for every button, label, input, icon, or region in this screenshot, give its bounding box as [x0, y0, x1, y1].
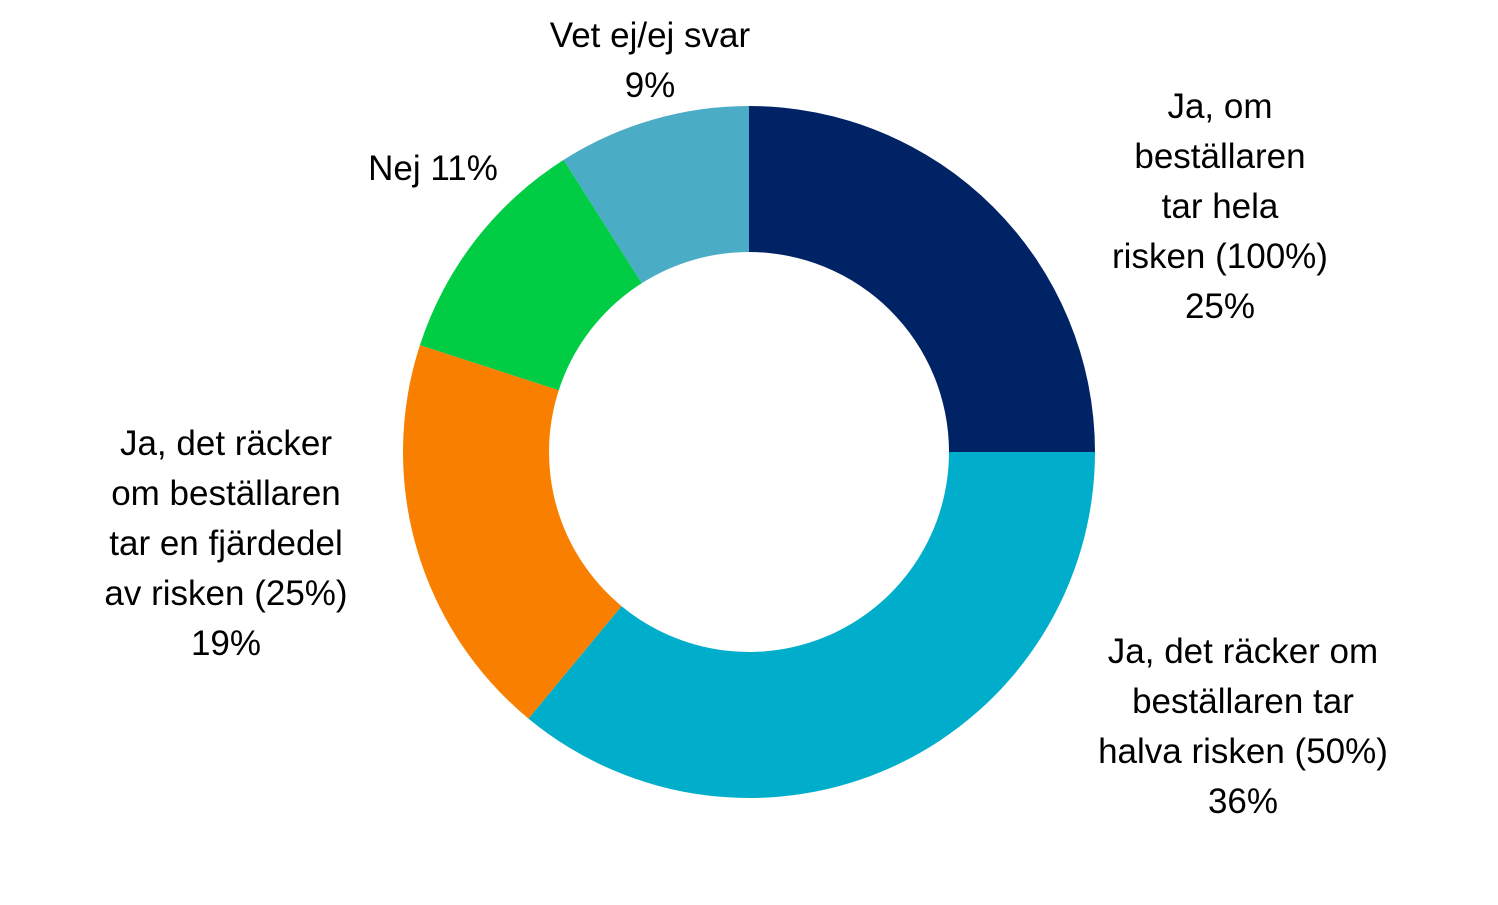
donut-slice-1 — [749, 106, 1095, 452]
slice-label-line: beställaren — [1134, 137, 1305, 176]
slice-label-line: risken (100%) — [1112, 237, 1328, 276]
slice-label-line: tar en fjärdedel — [109, 524, 342, 563]
slice-label-line: 9% — [625, 66, 676, 105]
donut-slices — [403, 106, 1095, 798]
slice-label-line: om beställaren — [111, 474, 341, 513]
donut-slice-2 — [528, 452, 1095, 798]
donut-slice-3 — [403, 345, 622, 719]
slice-label-line: Ja, det räcker om — [1108, 632, 1378, 671]
slice-label-line: tar hela — [1162, 187, 1279, 226]
slice-label-line: 36% — [1208, 782, 1278, 821]
donut-slice-4 — [419, 159, 642, 391]
slice-label-2: Ja, det räcker om beställaren tar halva ri… — [1098, 632, 1388, 821]
slice-label-line: Ja, det räcker — [120, 424, 332, 463]
donut-slice-5 — [563, 106, 749, 284]
slice-label-5: Vet ej/ej svar 9% — [550, 16, 751, 105]
slice-label-line: beställaren tar — [1132, 682, 1354, 721]
slice-label-line: 25% — [1185, 287, 1255, 326]
slice-label-line: av risken (25%) — [104, 574, 347, 613]
slice-label-line: Nej 11% — [368, 149, 498, 188]
slice-label-1: Ja, om beställaren tar hela risken (100%) 25… — [1112, 87, 1328, 326]
slice-label-line: Ja, om — [1167, 87, 1272, 126]
slice-label-3: Ja, det räcker om beställaren tar en fjärd… — [104, 424, 347, 663]
slice-label-line: halva risken (50%) — [1098, 732, 1388, 771]
slice-label-4: Nej 11% — [368, 149, 498, 188]
slice-label-line: 19% — [191, 624, 261, 663]
slice-label-line: Vet ej/ej svar — [550, 16, 751, 55]
slice-labels: Ja, om beställaren tar hela risken (100%) 25… — [104, 16, 1387, 821]
